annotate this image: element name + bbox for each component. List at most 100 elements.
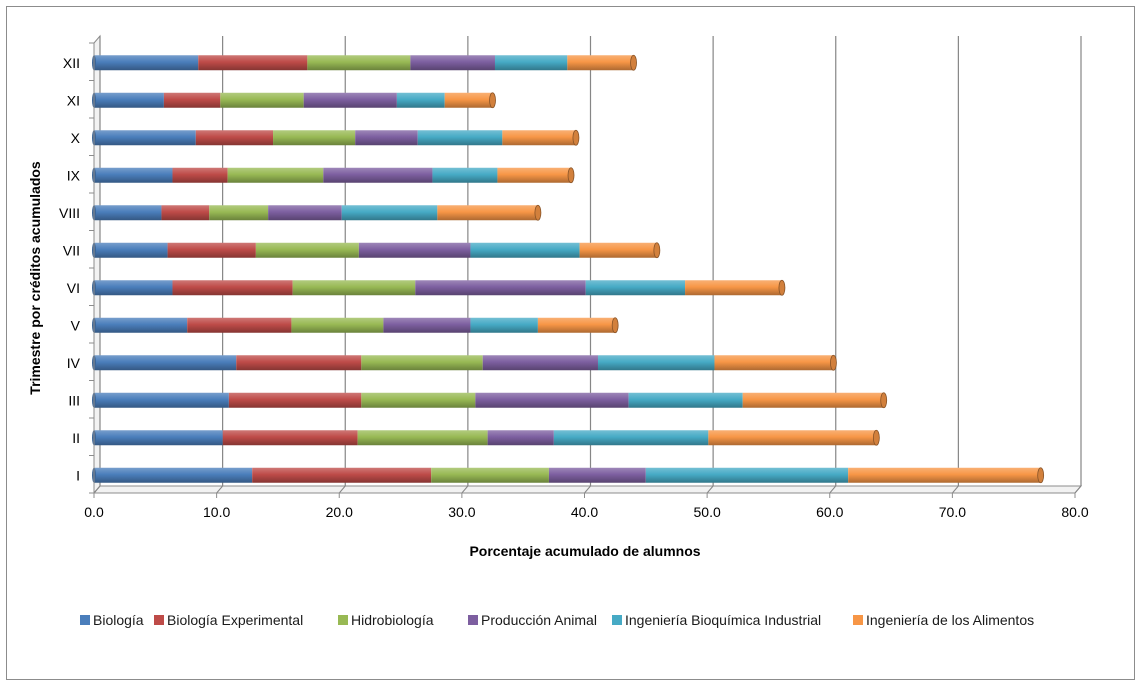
x-tick-label-5: 50.0 bbox=[694, 504, 721, 520]
bar-end-cap-VI bbox=[778, 279, 786, 296]
bar-segment-XI-5 bbox=[444, 92, 493, 108]
bar-row-X bbox=[92, 129, 580, 146]
bar-segment-XII-3 bbox=[410, 55, 495, 71]
bar-end-cap-IX bbox=[567, 167, 575, 184]
bar-row-V bbox=[92, 317, 619, 334]
bar-segment-II-3 bbox=[487, 430, 554, 446]
legend-swatch-5 bbox=[853, 615, 863, 625]
bar-segment-X-5 bbox=[502, 130, 576, 146]
x-tick-label-6: 60.0 bbox=[816, 504, 843, 520]
bar-segment-XII-0 bbox=[94, 55, 199, 71]
bars bbox=[92, 54, 1045, 484]
bar-segment-III-2 bbox=[361, 392, 476, 408]
legend-item-4: Ingeniería Bioquímica Industrial bbox=[612, 612, 821, 628]
bar-segment-V-0 bbox=[94, 317, 188, 333]
bar-segment-VII-5 bbox=[579, 242, 657, 258]
bar-end-cap-III bbox=[880, 392, 888, 409]
bar-segment-XI-2 bbox=[220, 92, 304, 108]
bar-segment-IV-5 bbox=[714, 355, 834, 371]
bar-segment-V-5 bbox=[537, 317, 616, 333]
legend-swatch-0 bbox=[80, 615, 90, 625]
stacked-bar-chart: 0.0 10.0 20.0 30.0 40.0 50.0 60.0 70.0 80.0 IIII… bbox=[27, 34, 1089, 628]
bar-segment-II-1 bbox=[222, 430, 358, 446]
bar-segment-X-4 bbox=[417, 130, 503, 146]
bar-segment-II-0 bbox=[94, 430, 223, 446]
bar-segment-XII-1 bbox=[198, 55, 308, 71]
bar-segment-III-3 bbox=[475, 392, 629, 408]
floor-gridline-2 bbox=[338, 485, 346, 494]
x-axis-title: Porcentaje acumulado de alumnos bbox=[469, 543, 700, 559]
y-tick-label-VII: VII bbox=[63, 242, 80, 258]
legend-swatch-3 bbox=[468, 615, 478, 625]
bar-row-XI bbox=[92, 92, 496, 109]
x-tick-labels: 0.0 10.0 20.0 30.0 40.0 50.0 60.0 70.0 80.0 bbox=[84, 504, 1089, 520]
bar-segment-VI-1 bbox=[172, 280, 293, 296]
bar-row-VII bbox=[92, 242, 661, 259]
y-tick-label-XII: XII bbox=[63, 55, 80, 71]
bar-segment-X-2 bbox=[273, 130, 356, 146]
floor-gridline-7 bbox=[951, 485, 959, 494]
x-tick-label-4: 40.0 bbox=[571, 504, 598, 520]
bar-segment-X-1 bbox=[195, 130, 274, 146]
bar-row-II bbox=[92, 429, 880, 446]
legend-item-0: Biología bbox=[80, 612, 144, 628]
bar-segment-I-3 bbox=[548, 467, 646, 483]
legend-item-1: Biología Experimental bbox=[154, 612, 303, 628]
bar-segment-XI-1 bbox=[163, 92, 221, 108]
floor-gridline-4 bbox=[584, 485, 591, 494]
bar-segment-XII-2 bbox=[307, 55, 411, 71]
x-tick-label-1: 10.0 bbox=[203, 504, 230, 520]
bar-end-cap-XII bbox=[630, 54, 637, 71]
legend: Biología Biología Experimental Hidrobiolog… bbox=[80, 612, 1034, 628]
bar-segment-I-5 bbox=[848, 467, 1041, 483]
bar-segment-I-0 bbox=[94, 467, 253, 483]
bar-segment-VII-1 bbox=[167, 242, 256, 258]
bar-row-IX bbox=[92, 167, 575, 184]
legend-label-5: Ingeniería de los Alimentos bbox=[866, 612, 1034, 628]
bar-segment-I-1 bbox=[252, 467, 432, 483]
bar-row-XII bbox=[92, 54, 637, 71]
legend-swatch-2 bbox=[338, 615, 348, 625]
bar-segment-VIII-4 bbox=[341, 205, 438, 221]
bar-segment-VII-2 bbox=[255, 242, 359, 258]
y-tick-label-X: X bbox=[71, 130, 81, 146]
bar-row-I bbox=[92, 467, 1045, 484]
floor-gridline-8 bbox=[1074, 485, 1082, 494]
bar-end-cap-VIII bbox=[534, 204, 542, 221]
bar-row-VI bbox=[92, 279, 786, 296]
legend-label-4: Ingeniería Bioquímica Industrial bbox=[625, 612, 821, 628]
bar-segment-II-2 bbox=[357, 430, 488, 446]
bar-end-cap-II bbox=[872, 429, 880, 446]
bar-segment-IV-2 bbox=[361, 355, 483, 371]
bar-segment-III-0 bbox=[94, 392, 229, 408]
bar-segment-V-1 bbox=[187, 317, 292, 333]
bar-end-cap-V bbox=[611, 317, 619, 334]
legend-label-3: Producción Animal bbox=[481, 612, 597, 628]
bar-segment-XI-0 bbox=[94, 92, 164, 108]
bar-segment-VIII-0 bbox=[94, 205, 162, 221]
bar-segment-IV-3 bbox=[482, 355, 598, 371]
bar-row-III bbox=[92, 392, 888, 409]
y-tick-label-I: I bbox=[76, 467, 80, 483]
bar-segment-V-3 bbox=[383, 317, 471, 333]
bar-segment-VIII-3 bbox=[268, 205, 342, 221]
x-tick-label-7: 70.0 bbox=[939, 504, 966, 520]
bar-segment-IX-5 bbox=[497, 167, 572, 183]
y-tick-label-XI: XI bbox=[67, 92, 80, 108]
bar-segment-XI-4 bbox=[396, 92, 445, 108]
legend-swatch-4 bbox=[612, 615, 622, 625]
floor-gridline-1 bbox=[216, 485, 224, 494]
bar-end-cap-XI bbox=[489, 92, 496, 109]
gridlines bbox=[93, 36, 1082, 494]
bar-segment-IX-1 bbox=[172, 167, 228, 183]
bar-segment-VIII-1 bbox=[161, 205, 210, 221]
bar-segment-VIII-2 bbox=[209, 205, 269, 221]
y-tick-label-IV: IV bbox=[67, 355, 81, 371]
bar-segment-VII-4 bbox=[470, 242, 580, 258]
axes bbox=[89, 42, 1076, 498]
legend-item-2: Hidrobiología bbox=[338, 612, 434, 628]
bar-segment-X-0 bbox=[94, 130, 196, 146]
bar-segment-X-3 bbox=[355, 130, 418, 146]
bar-segment-V-4 bbox=[470, 317, 538, 333]
